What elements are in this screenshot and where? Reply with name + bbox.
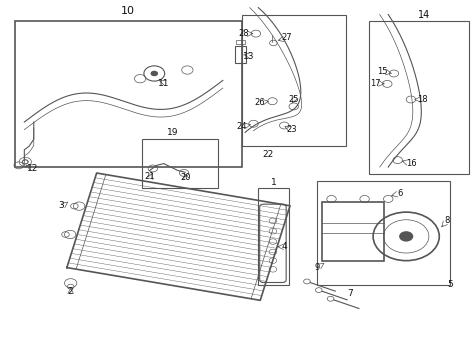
Text: 11: 11 <box>158 79 170 88</box>
Text: 3: 3 <box>58 201 64 211</box>
Text: 26: 26 <box>255 98 265 107</box>
Circle shape <box>327 296 334 301</box>
Bar <box>242 15 346 146</box>
Bar <box>235 46 246 63</box>
Text: 1: 1 <box>271 178 277 187</box>
Text: 24: 24 <box>237 122 247 130</box>
Text: 2: 2 <box>68 287 73 296</box>
Text: 13: 13 <box>243 52 255 61</box>
Text: 12: 12 <box>27 164 38 173</box>
Text: 7: 7 <box>347 289 353 298</box>
Bar <box>322 202 383 261</box>
Bar <box>258 188 289 285</box>
Text: 10: 10 <box>121 6 135 16</box>
Text: 21: 21 <box>144 172 155 181</box>
Circle shape <box>304 279 310 284</box>
Text: 8: 8 <box>445 216 450 225</box>
Text: 18: 18 <box>417 95 428 104</box>
Bar <box>15 22 242 167</box>
Text: 5: 5 <box>447 280 453 290</box>
Text: 6: 6 <box>397 189 403 198</box>
Circle shape <box>399 231 413 242</box>
Text: 20: 20 <box>181 173 191 182</box>
Text: 15: 15 <box>377 67 388 76</box>
Bar <box>236 40 245 44</box>
Bar <box>318 181 450 285</box>
Text: 16: 16 <box>406 159 416 168</box>
Text: 4: 4 <box>282 242 287 251</box>
Text: 19: 19 <box>167 128 179 137</box>
Text: 22: 22 <box>262 150 273 159</box>
Text: 17: 17 <box>370 79 381 88</box>
Text: 27: 27 <box>281 33 292 42</box>
Circle shape <box>316 288 322 293</box>
Bar <box>369 22 469 174</box>
Text: 25: 25 <box>289 95 299 104</box>
Text: 23: 23 <box>286 125 297 134</box>
Text: 9: 9 <box>315 263 320 272</box>
Circle shape <box>151 71 158 76</box>
Text: 14: 14 <box>418 9 430 19</box>
Bar <box>143 139 218 188</box>
Text: 28: 28 <box>239 29 249 38</box>
